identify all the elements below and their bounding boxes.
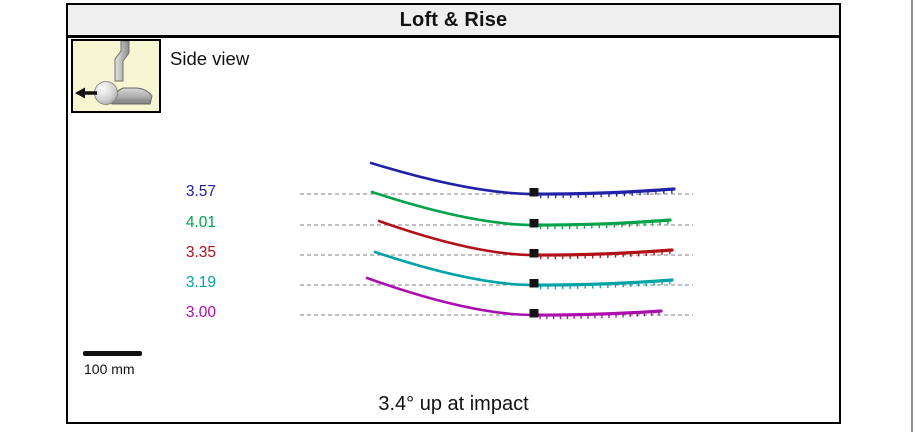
impact-caption: 3.4° up at impact [378, 393, 529, 415]
golf-ball [94, 81, 118, 105]
putter-head [111, 87, 153, 105]
view-label: Side view [170, 48, 250, 69]
side-view-icon-box [71, 39, 161, 113]
window-edge-line [911, 0, 913, 432]
panel-header: Loft & Rise [68, 5, 839, 38]
scale-bar-label: 100 mm [84, 361, 135, 377]
putter-shaft [114, 40, 130, 82]
arrow-left-head [75, 87, 85, 99]
panel-title: Loft & Rise [399, 8, 508, 31]
putter-ball-arrow-left-icon [75, 40, 153, 105]
loft-rise-panel: Loft & Rise [66, 3, 841, 424]
scale-bar [83, 351, 142, 356]
